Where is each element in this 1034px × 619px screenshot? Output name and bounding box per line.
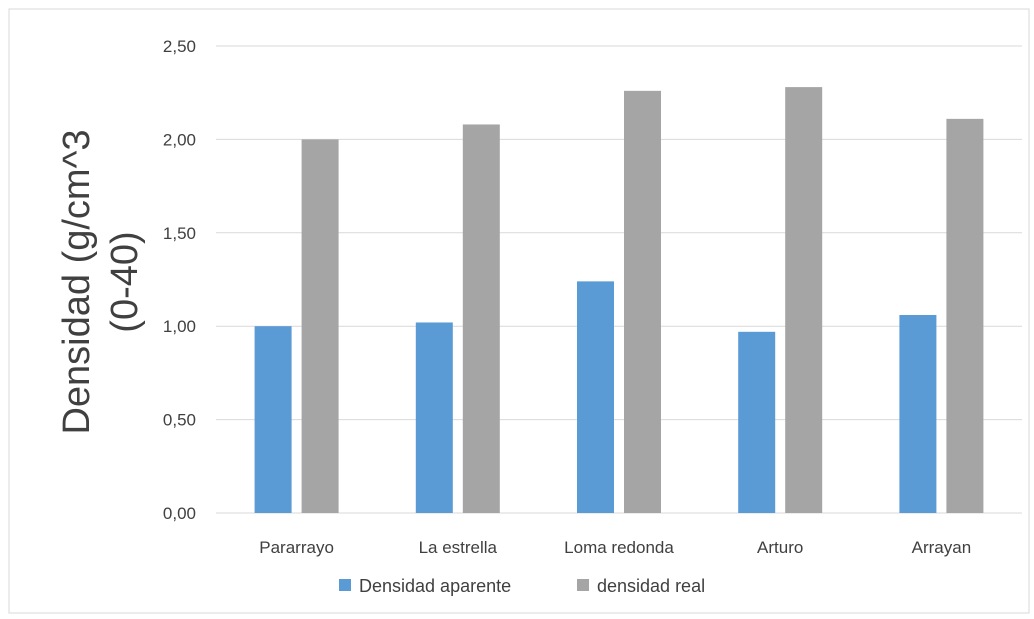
- bar-densidad-aparente: [415, 322, 453, 513]
- y-tick-label: 0,00: [163, 504, 196, 523]
- y-axis-ticks: 0,00 0,50 1,00 1,50 2,00 2,50: [163, 37, 196, 523]
- x-tick-label: Arrayan: [912, 538, 972, 557]
- y-axis-title-line-2: (0-40): [104, 231, 146, 332]
- x-tick-label: Pararrayo: [259, 538, 334, 557]
- legend-swatch: [577, 579, 589, 591]
- y-tick-label: 0,50: [163, 411, 196, 430]
- legend-label: Densidad aparente: [359, 576, 511, 596]
- x-tick-label: Arturo: [757, 538, 803, 557]
- x-tick-label: La estrella: [419, 538, 498, 557]
- legend-swatch: [339, 579, 351, 591]
- bar-densidad-aparente: [577, 281, 614, 513]
- x-axis-ticks: Pararrayo La estrella Loma redonda Arturo Ar…: [259, 538, 971, 557]
- bar-densidad-aparente: [738, 331, 776, 513]
- bar-densidad-aparente: [254, 326, 292, 513]
- bar-densidad-real: [624, 90, 661, 513]
- bar-densidad-real: [946, 118, 984, 514]
- chart-border: [8, 8, 1030, 614]
- bar-densidad-real: [462, 124, 500, 514]
- y-axis-title-line-1: Densidad (g/cm^3: [56, 129, 98, 434]
- y-tick-label: 1,00: [163, 317, 196, 336]
- bar-densidad-aparente: [899, 314, 937, 513]
- legend: Densidad aparente densidad real: [339, 576, 705, 596]
- bar-densidad-real: [785, 87, 823, 513]
- y-tick-label: 2,00: [163, 130, 196, 149]
- x-tick-label: Loma redonda: [564, 538, 674, 557]
- bar-densidad-real: [301, 139, 339, 513]
- bars: [254, 87, 984, 514]
- y-tick-label: 2,50: [163, 37, 196, 56]
- legend-label: densidad real: [597, 576, 705, 596]
- y-tick-label: 1,50: [163, 224, 196, 243]
- gridlines: [216, 45, 1022, 514]
